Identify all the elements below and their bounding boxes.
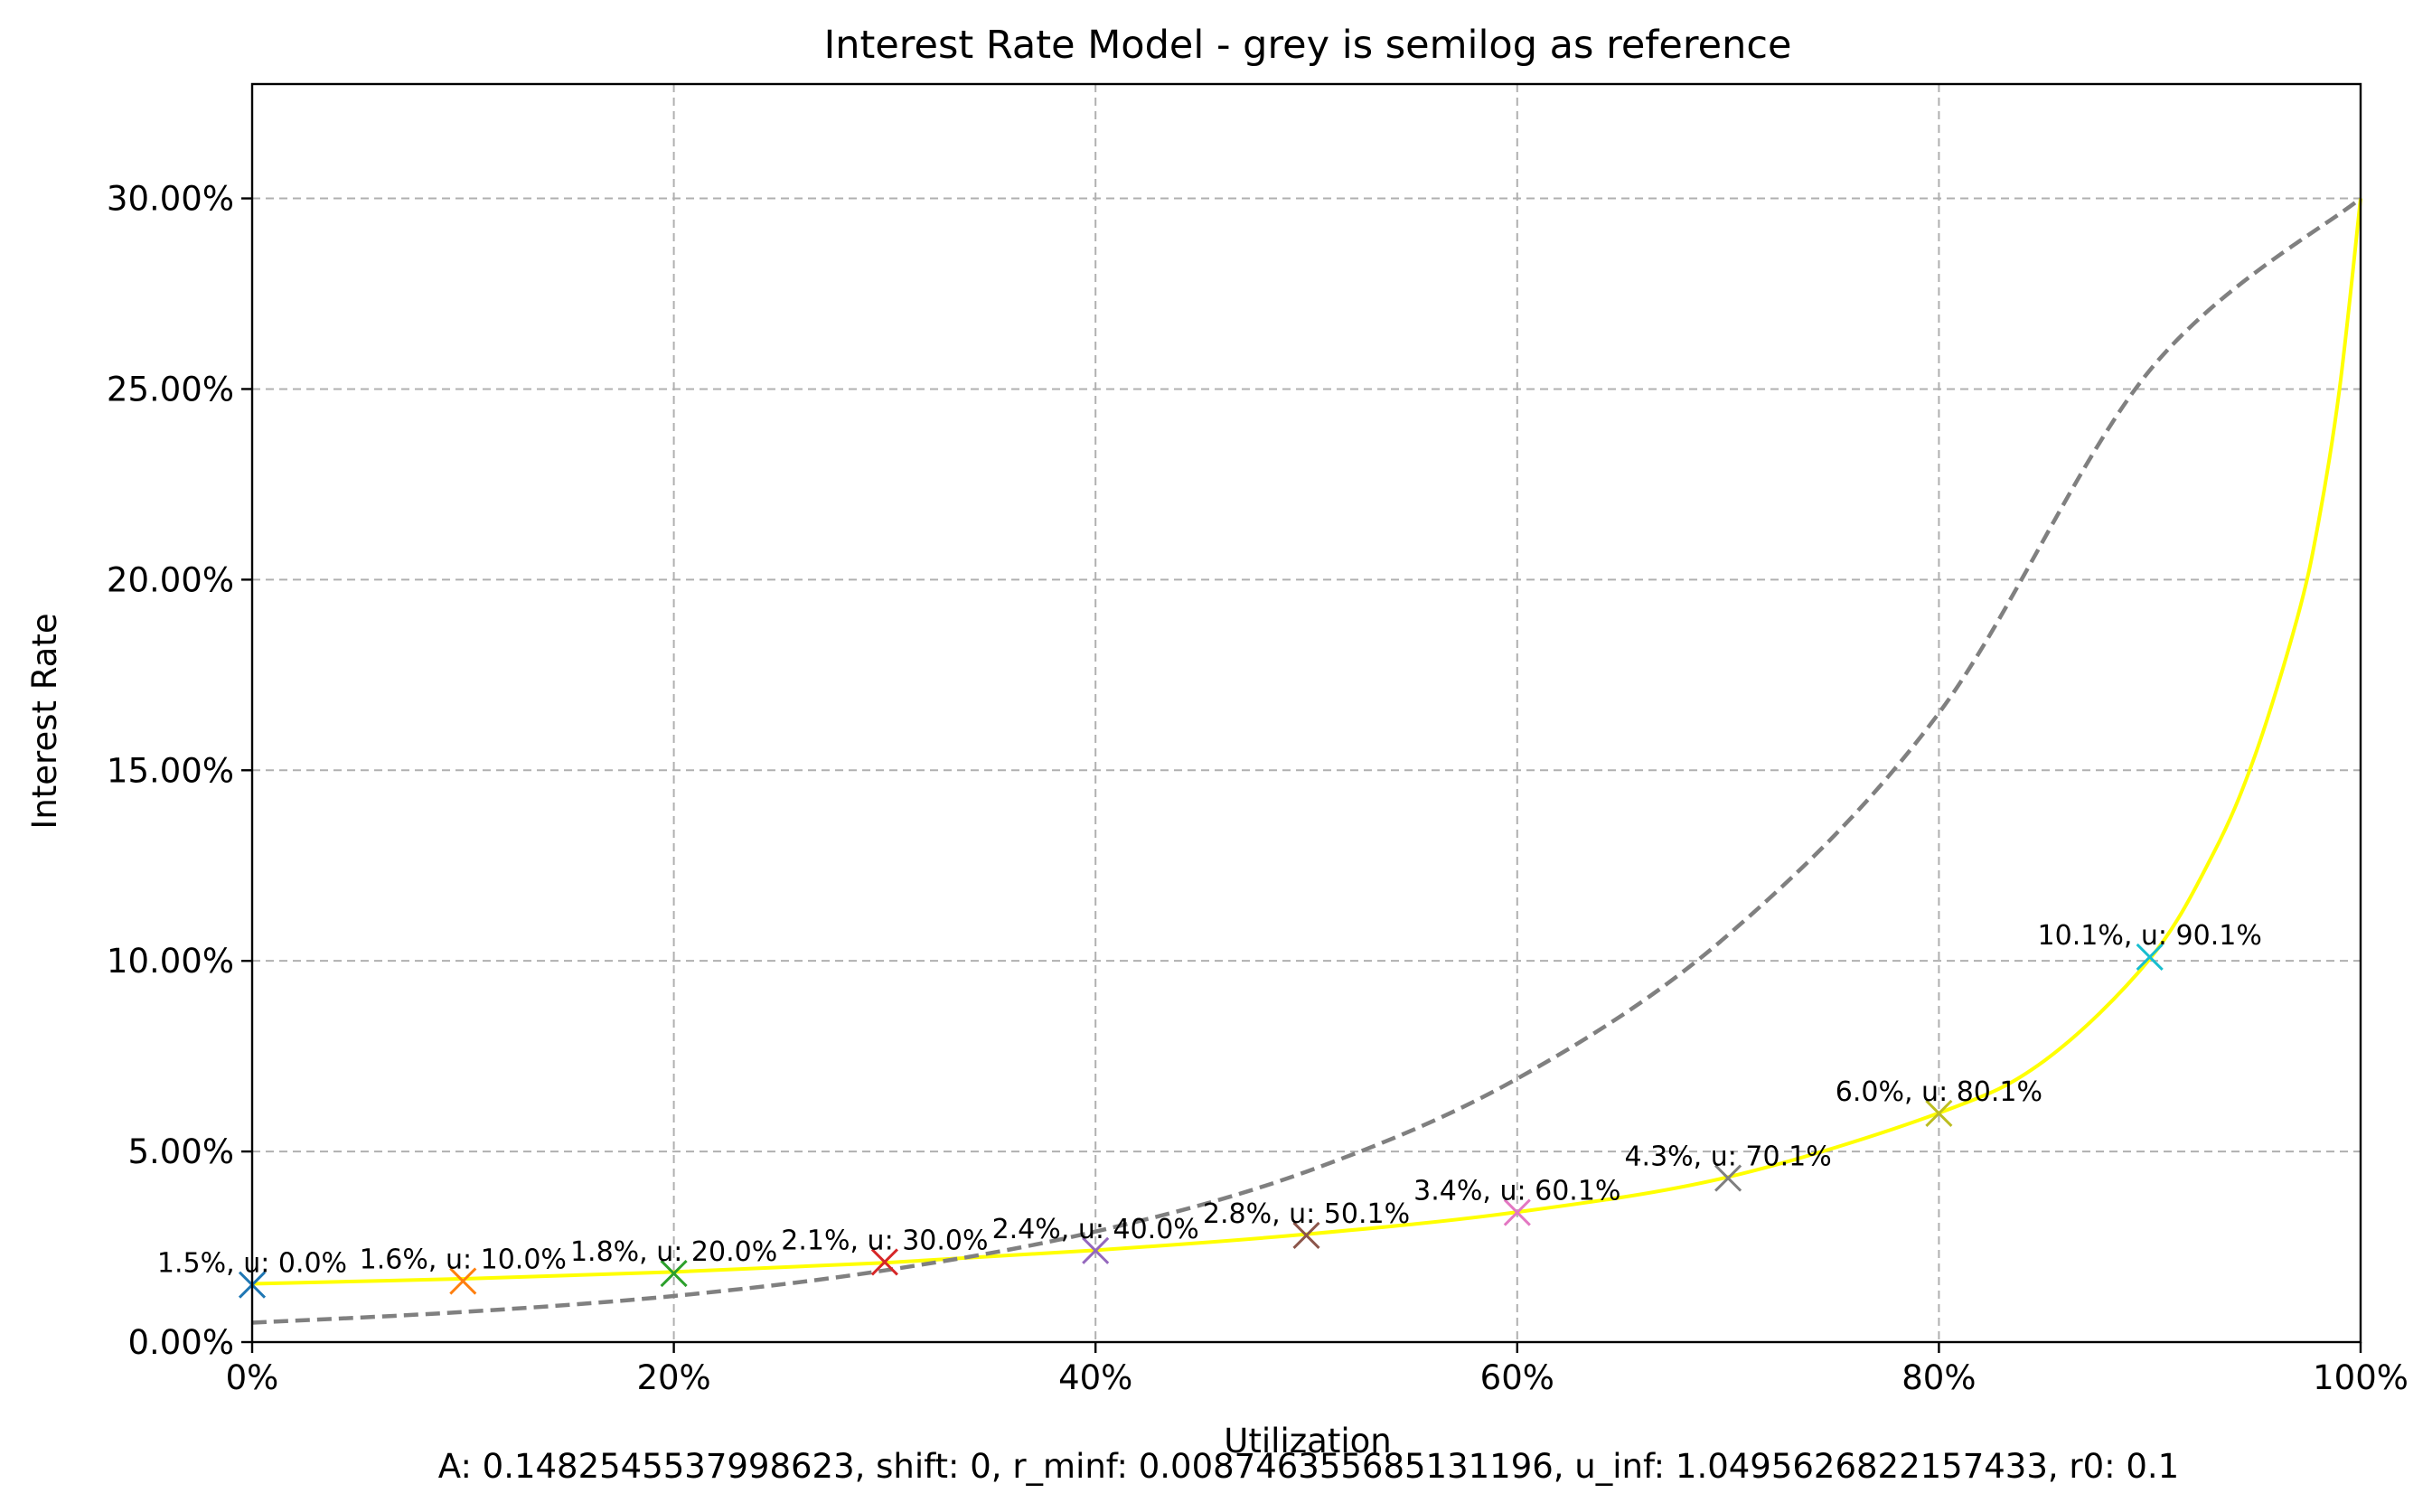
marker-stroke [660,1260,688,1288]
marker-label-layer: 1.5%, u: 0.0% 1.6%, u: 10.0% 1.8%, u: 20.0… [157,920,2262,1280]
data-point-label: 4.3%, u: 70.1% [1624,1141,1831,1173]
y-tick-label: 15.00% [107,751,234,790]
data-point-label: 2.1%, u: 30.0% [781,1225,988,1256]
semilog-reference-line [251,196,2362,1325]
data-point-marker [449,1267,477,1295]
data-point-marker [1714,1164,1742,1192]
data-point-label: 3.4%, u: 60.1% [1413,1176,1620,1207]
data-point-label: 10.1%, u: 90.1% [2038,920,2262,952]
x-axis-ticks: 0% 20% 40% 60% 80% 100% [226,1342,2409,1397]
marker-stroke [1292,1221,1320,1249]
marker-stroke [1925,1099,1953,1127]
plot-frame [250,82,2362,1344]
data-point-marker [1925,1099,1953,1127]
y-tick-label: 10.00% [107,942,234,981]
data-point-label: 2.4%, u: 40.0% [992,1214,1199,1245]
chart-title: Interest Rate Model - grey is semilog as… [824,23,1792,68]
y-tick-label: 0.00% [127,1323,234,1362]
data-point-label: 6.0%, u: 80.1% [1836,1076,2042,1108]
interest-rate-line [251,198,2362,1286]
data-point-marker [1292,1221,1320,1249]
x-tick-label: 100% [2313,1358,2409,1397]
x-tick-label: 0% [226,1358,279,1397]
marker-stroke [449,1267,477,1295]
data-point-label: 1.6%, u: 10.0% [360,1244,567,1276]
data-point-marker [870,1248,898,1276]
y-tick-label: 5.00% [127,1132,234,1171]
data-point-marker [1503,1198,1531,1226]
marker-stroke [1503,1198,1531,1226]
x-tick-label: 20% [636,1358,710,1397]
y-tick-label: 20.00% [107,560,234,599]
x-tick-label: 40% [1058,1358,1132,1397]
x-tick-label: 80% [1901,1358,1976,1397]
marker-stroke [1714,1164,1742,1192]
x-tick-label: 60% [1480,1358,1554,1397]
parameters-footer: A: 0.1482545537998623, shift: 0, r_minf:… [438,1447,2179,1486]
marker-stroke [870,1248,898,1276]
y-tick-label: 30.00% [107,180,234,219]
data-point-marker [2136,943,2164,972]
data-point-marker [660,1260,688,1288]
data-point-marker [1082,1236,1110,1264]
marker-stroke [1082,1236,1110,1264]
x-axis-label: Utilization [1224,1422,1391,1460]
data-point-label: 1.8%, u: 20.0% [570,1236,777,1268]
data-point-label: 2.8%, u: 50.1% [1203,1198,1410,1230]
y-axis-label: Interest Rate [25,613,64,829]
y-axis-ticks: 0.00% 5.00% 10.00% 15.00% 20.00% 25.00% 30.00% [107,180,252,1362]
marker-stroke [2136,943,2164,972]
y-tick-label: 25.00% [107,370,234,409]
series-layer [251,196,2362,1325]
